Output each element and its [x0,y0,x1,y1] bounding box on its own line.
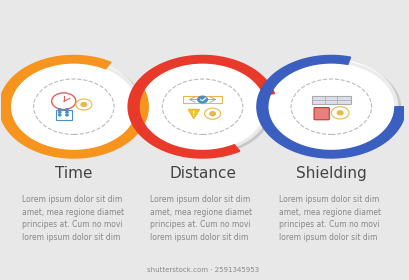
FancyBboxPatch shape [314,108,329,120]
Circle shape [266,62,400,154]
Text: Lorem ipsum dolor sit dim
amet, mea regione diamet
principes at. Cum no movi
lor: Lorem ipsum dolor sit dim amet, mea regi… [150,195,252,242]
Circle shape [265,61,398,153]
Circle shape [81,102,87,106]
Circle shape [210,112,216,116]
Circle shape [7,61,140,153]
Text: Lorem ipsum dolor sit dim
amet, mea regione diamet
principes at. Cum no movi
lor: Lorem ipsum dolor sit dim amet, mea regi… [279,195,381,242]
Circle shape [198,96,207,103]
Circle shape [11,64,136,150]
Circle shape [66,111,68,113]
Text: !: ! [192,111,196,118]
Text: shutterstock.com · 2591345953: shutterstock.com · 2591345953 [146,267,258,273]
Circle shape [66,114,68,116]
FancyBboxPatch shape [312,96,351,104]
FancyBboxPatch shape [183,97,222,102]
Circle shape [134,59,268,152]
Circle shape [140,64,265,150]
Circle shape [269,64,394,150]
Circle shape [137,62,272,154]
Text: Lorem ipsum dolor sit dim
amet, mea regione diamet
principes at. Cum no movi
lor: Lorem ipsum dolor sit dim amet, mea regi… [22,195,124,242]
Polygon shape [257,55,406,158]
Polygon shape [189,109,199,118]
Polygon shape [128,55,274,158]
Circle shape [136,61,269,153]
Circle shape [263,59,397,152]
Circle shape [66,109,68,110]
Circle shape [58,111,61,113]
Circle shape [58,109,61,110]
Circle shape [58,114,61,116]
Circle shape [5,59,139,152]
Polygon shape [0,55,148,158]
FancyBboxPatch shape [56,110,72,120]
Circle shape [9,62,143,154]
Text: Shielding: Shielding [296,166,367,181]
Text: Time: Time [55,166,92,181]
Circle shape [337,111,343,115]
Text: Distance: Distance [169,166,236,181]
